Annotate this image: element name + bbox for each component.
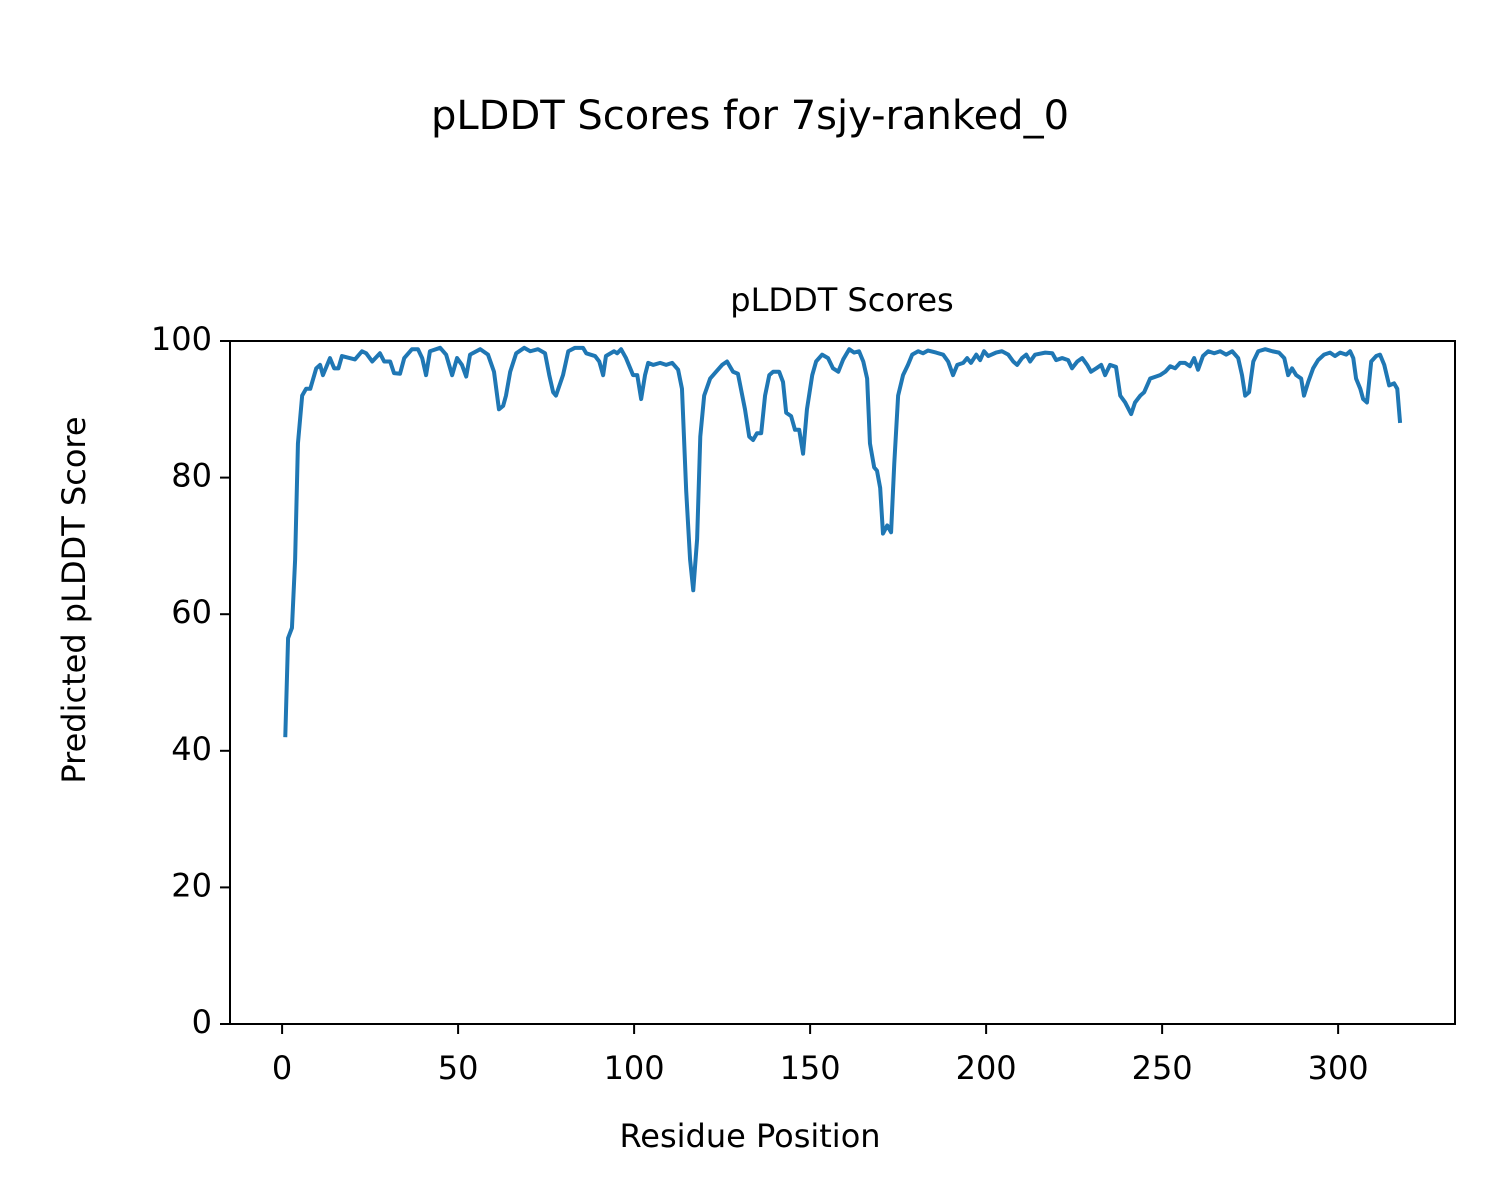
y-tick-label: 80 [171,457,212,495]
x-tick-label: 50 [438,1049,479,1087]
y-axis-label: Predicted pLDDT Score [55,416,93,783]
line [283,345,1403,738]
y-tick-label: 20 [171,866,212,904]
y-tick-label: 60 [171,593,212,631]
x-tick-label: 100 [604,1049,665,1087]
x-tick-label: 0 [272,1049,292,1087]
x-tick-label: 300 [1308,1049,1369,1087]
y-tick-label: 100 [151,320,212,358]
x-axis-label: Residue Position [619,1117,880,1155]
chart-subtitle: pLDDT Scores [730,281,953,319]
x-tick-label: 200 [956,1049,1017,1087]
x-tick-label: 150 [780,1049,841,1087]
y-tick-label: 40 [171,730,212,768]
y-tick-label: 0 [192,1003,212,1041]
chart-title: pLDDT Scores for 7sjy-ranked_0 [431,93,1069,139]
plot-frame [229,340,1456,1025]
x-tick-label: 250 [1132,1049,1193,1087]
